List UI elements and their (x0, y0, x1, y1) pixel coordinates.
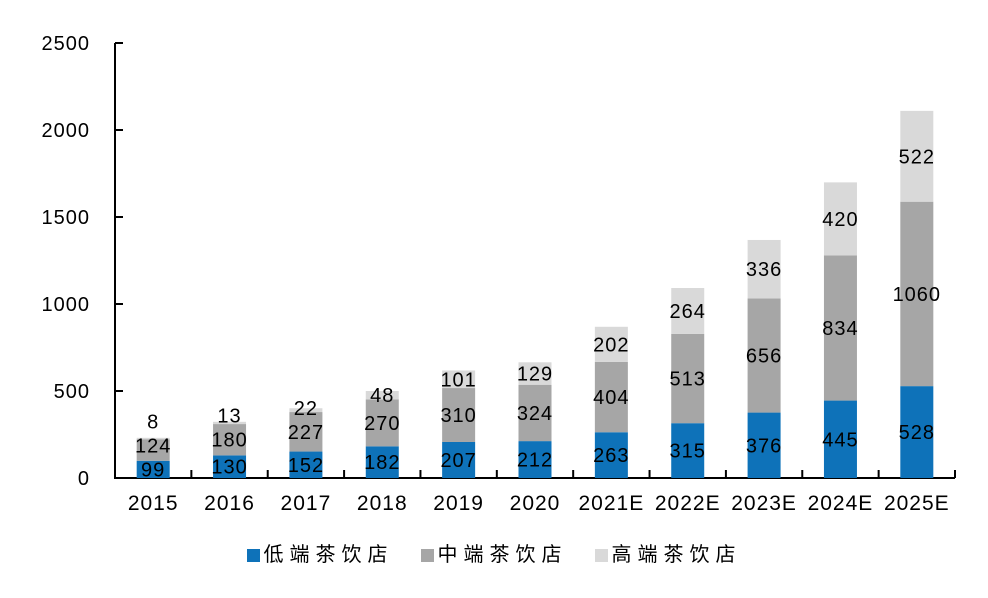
bar-value-label-2024E-s2: 420 (822, 209, 858, 231)
bar-segment-2022E-s2 (671, 287, 705, 334)
bar-value-label-2016-s1: 180 (211, 430, 247, 452)
bar-value-label-2016-s0: 130 (211, 457, 247, 479)
bar-value-label-2021E-s1: 404 (593, 387, 629, 409)
bar-value-label-2017-s0: 152 (288, 455, 324, 477)
bar-segment-2016-s2 (213, 421, 247, 425)
bar-value-label-2018-s2: 48 (370, 385, 394, 407)
bar-segment-2018-s1 (365, 399, 399, 447)
bar-segment-2023E-s1 (747, 298, 781, 413)
bar-segment-2015-s2 (136, 437, 170, 440)
bar-value-label-2023E-s0: 376 (746, 435, 782, 457)
bar-value-label-2025E-s0: 528 (899, 422, 935, 444)
x-category-label: 2016 (204, 492, 255, 515)
legend-label: 中端茶饮店 (437, 544, 568, 566)
legend-item-2: 高端茶饮店 (594, 544, 742, 566)
bar-segment-2017-s0 (289, 451, 323, 478)
x-category-label: 2022E (655, 492, 721, 515)
bar-segment-2025E-s2 (900, 110, 934, 202)
bar-value-label-2019-s1: 310 (440, 405, 476, 427)
bar-value-label-2015-s1: 124 (135, 435, 171, 457)
legend-label: 高端茶饮店 (611, 544, 742, 566)
legend-swatch-icon (420, 548, 434, 562)
bar-segment-2022E-s1 (671, 333, 705, 424)
legend-item-1: 中端茶饮店 (420, 544, 568, 566)
bar-segment-2024E-s1 (823, 255, 857, 401)
bar-segment-2018-s0 (365, 446, 399, 478)
bar-value-label-2019-s0: 207 (440, 450, 476, 472)
bar-segment-2019-s2 (442, 370, 476, 389)
bar-segment-2015-s1 (136, 439, 170, 461)
bar-segment-2015-s0 (136, 460, 170, 478)
bar-segment-2022E-s0 (671, 423, 705, 478)
x-category-label: 2020 (510, 492, 561, 515)
bar-segment-2021E-s2 (594, 326, 628, 362)
bar-segment-2019-s0 (442, 441, 476, 478)
bar-segment-2025E-s0 (900, 386, 934, 478)
bar-segment-2024E-s0 (823, 400, 857, 478)
bar-value-label-2019-s2: 101 (440, 369, 476, 391)
bar-value-label-2025E-s1: 1060 (893, 284, 942, 306)
bar-segment-2025E-s1 (900, 201, 934, 387)
bar-segment-2020-s1 (518, 384, 552, 442)
bar-value-label-2021E-s2: 202 (593, 334, 629, 356)
x-category-label: 2023E (731, 492, 797, 515)
bar-value-label-2024E-s1: 834 (822, 318, 858, 340)
bar-value-label-2020-s0: 212 (517, 450, 553, 472)
y-axis-tick-label: 1000 (42, 294, 91, 316)
bar-value-label-2022E-s1: 513 (670, 369, 706, 391)
bar-segment-2021E-s0 (594, 432, 628, 478)
chart-legend: 低端茶饮店 中端茶饮店 高端茶饮店 (0, 545, 988, 565)
legend-item-0: 低端茶饮店 (246, 544, 394, 566)
legend-label: 低端茶饮店 (263, 544, 394, 566)
x-category-label: 2015 (128, 492, 179, 515)
bar-segment-2016-s0 (213, 455, 247, 478)
bar-segment-2024E-s2 (823, 182, 857, 256)
bar-value-label-2020-s2: 129 (517, 364, 553, 386)
bar-value-label-2015-s2: 8 (147, 411, 159, 433)
bar-value-label-2017-s1: 227 (288, 422, 324, 444)
bar-value-label-2022E-s0: 315 (670, 441, 706, 463)
bar-segment-2020-s2 (518, 362, 552, 385)
bar-segment-2018-s2 (365, 391, 399, 400)
x-category-label: 2019 (433, 492, 484, 515)
bar-value-label-2017-s2: 22 (294, 398, 318, 420)
x-category-label: 2017 (281, 492, 332, 515)
bar-segment-2020-s0 (518, 441, 552, 478)
legend-swatch-icon (246, 548, 260, 562)
bar-value-label-2024E-s0: 445 (822, 429, 858, 451)
x-category-label: 2021E (578, 492, 644, 515)
x-category-label: 2018 (357, 492, 408, 515)
bar-segment-2023E-s0 (747, 412, 781, 478)
y-axis-tick-label: 2000 (42, 120, 91, 142)
bar-value-label-2023E-s2: 336 (746, 259, 782, 281)
bar-segment-2016-s1 (213, 424, 247, 456)
bar-value-label-2018-s1: 270 (364, 413, 400, 435)
x-category-label: 2024E (808, 492, 874, 515)
y-axis-tick-label: 0 (78, 468, 90, 490)
y-axis-tick-label: 2500 (42, 33, 91, 55)
y-axis-tick-label: 500 (54, 381, 90, 403)
bar-value-label-2022E-s2: 264 (670, 301, 706, 323)
bar-segment-2017-s1 (289, 412, 323, 452)
bar-segment-2021E-s1 (594, 361, 628, 433)
bar-segment-2017-s2 (289, 408, 323, 413)
bar-value-label-2025E-s2: 522 (899, 146, 935, 168)
bar-value-label-2018-s0: 182 (364, 452, 400, 474)
y-axis-tick-label: 1500 (42, 207, 91, 229)
bar-value-label-2015-s0: 99 (141, 459, 165, 481)
legend-swatch-icon (594, 548, 608, 562)
bar-segment-2019-s1 (442, 388, 476, 442)
bar-value-label-2020-s1: 324 (517, 403, 553, 425)
x-category-label: 2025E (884, 492, 950, 515)
bar-value-label-2023E-s1: 656 (746, 346, 782, 368)
bar-value-label-2021E-s0: 263 (593, 445, 629, 467)
bar-segment-2023E-s2 (747, 239, 781, 299)
bar-value-label-2016-s2: 13 (217, 406, 241, 428)
